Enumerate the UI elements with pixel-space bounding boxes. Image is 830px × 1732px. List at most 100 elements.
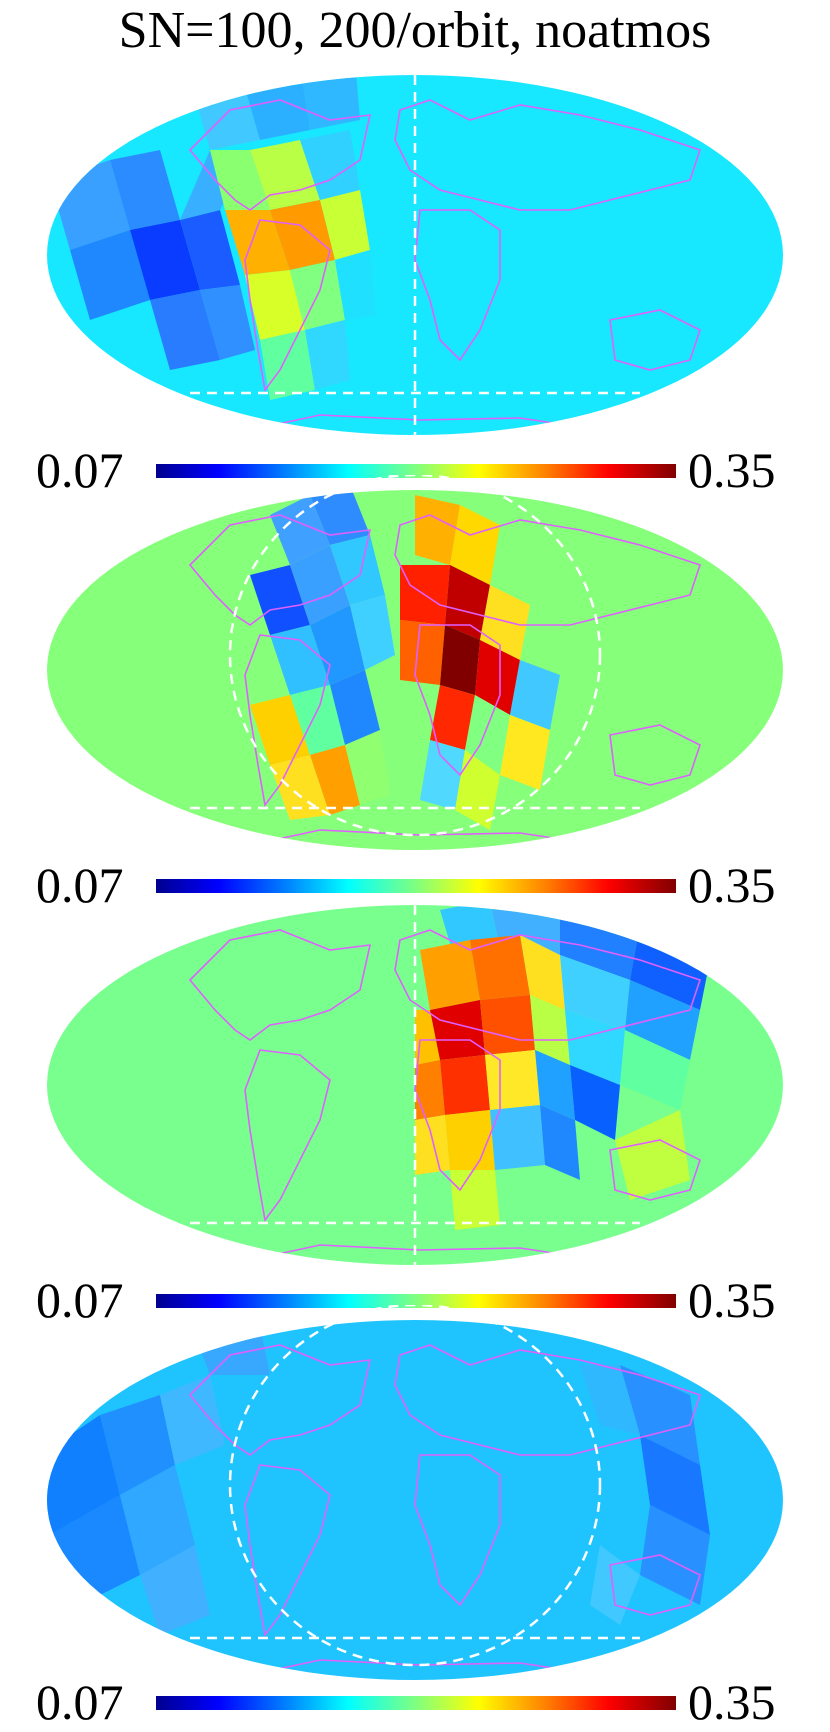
tile xyxy=(490,1105,545,1170)
mollweide-map-1 xyxy=(47,75,783,435)
colorbar-min-label: 0.07 xyxy=(36,857,124,913)
tile xyxy=(450,1170,500,1230)
tile xyxy=(475,640,520,715)
tile xyxy=(440,625,480,695)
tile xyxy=(485,1050,540,1110)
tile xyxy=(480,995,535,1055)
tile xyxy=(70,230,150,320)
tile xyxy=(250,695,310,765)
tile xyxy=(535,1050,575,1120)
tile xyxy=(415,1010,440,1065)
tile xyxy=(110,150,180,230)
tile xyxy=(320,190,370,260)
tile xyxy=(590,1545,640,1625)
tile xyxy=(160,1375,225,1465)
figure-title: SN=100, 200/orbit, noatmos xyxy=(118,2,712,59)
colorbar-min-label: 0.07 xyxy=(36,1674,124,1730)
tile xyxy=(620,1365,700,1465)
tile xyxy=(310,605,365,685)
colorbar xyxy=(156,1696,676,1710)
colorbar-row-4: 0.07 0.35 xyxy=(0,1672,830,1732)
tile xyxy=(615,1110,690,1200)
tile xyxy=(130,220,200,300)
tile xyxy=(140,1545,210,1635)
tile xyxy=(330,535,385,605)
mollweide-map-4 xyxy=(47,1305,783,1680)
tile xyxy=(415,495,460,565)
continent-outlines xyxy=(188,99,702,431)
tile xyxy=(420,940,480,1010)
colorbar-max-label: 0.35 xyxy=(688,1272,776,1328)
tile xyxy=(180,210,240,290)
tile xyxy=(330,670,380,745)
colorbar-min-label: 0.07 xyxy=(36,442,124,498)
colorbar-row-3: 0.07 0.35 xyxy=(0,1270,830,1330)
tile xyxy=(570,1065,620,1140)
colorbar-row-2: 0.07 0.35 xyxy=(0,855,830,915)
tile xyxy=(310,490,370,545)
colorbar-max-label: 0.35 xyxy=(688,1674,776,1730)
tile xyxy=(530,995,570,1065)
continent-outlines xyxy=(188,929,702,1261)
map-panel-3: 0.07 0.35 xyxy=(0,890,830,1330)
visibility-circle xyxy=(228,475,602,837)
tile xyxy=(430,1000,485,1060)
tile xyxy=(640,1505,710,1605)
tile xyxy=(540,1105,580,1180)
map-panel-4: 0.07 0.35 xyxy=(0,1305,830,1732)
tile xyxy=(150,290,220,370)
tile xyxy=(270,755,330,820)
tile xyxy=(305,320,350,390)
tile xyxy=(415,1115,450,1175)
tile xyxy=(225,210,290,275)
tile xyxy=(120,1465,195,1575)
tile xyxy=(465,695,510,775)
tile xyxy=(500,715,550,790)
tile xyxy=(300,130,360,200)
tile xyxy=(445,565,490,640)
tile xyxy=(520,935,565,1010)
visibility-circle xyxy=(228,1305,602,1667)
colorbar-max-label: 0.35 xyxy=(688,857,776,913)
tile xyxy=(335,250,375,320)
tile xyxy=(400,620,445,685)
tile xyxy=(270,495,330,565)
colorbar xyxy=(156,1294,676,1308)
tile xyxy=(620,1030,690,1110)
tile xyxy=(455,750,500,830)
tile xyxy=(450,505,500,585)
tile xyxy=(415,1060,445,1120)
tile xyxy=(430,685,475,750)
tile xyxy=(345,730,390,805)
tile xyxy=(290,685,345,755)
tile xyxy=(440,1055,490,1115)
colorbar xyxy=(156,464,676,478)
tile xyxy=(245,270,305,340)
tile xyxy=(560,955,630,1030)
tile xyxy=(480,585,530,660)
tile xyxy=(250,140,320,210)
tile xyxy=(250,565,310,635)
mollweide-map-2 xyxy=(47,475,783,850)
tile xyxy=(200,285,255,360)
tile xyxy=(580,1365,640,1435)
mollweide-map-3 xyxy=(47,905,783,1265)
tile xyxy=(270,200,335,270)
map-panel-1: 0.07 0.35 xyxy=(0,60,830,500)
colorbar xyxy=(156,879,676,893)
colorbar-row-1: 0.07 0.35 xyxy=(0,440,830,500)
tile xyxy=(350,595,395,670)
tile xyxy=(270,625,330,695)
tile xyxy=(625,980,700,1060)
tile xyxy=(260,330,315,400)
tile xyxy=(420,740,465,810)
tile xyxy=(470,935,530,1000)
tile xyxy=(510,660,560,730)
colorbar-min-label: 0.07 xyxy=(36,1272,124,1328)
tile xyxy=(310,745,360,815)
tile xyxy=(100,1395,175,1495)
map-panel-2: 0.07 0.35 xyxy=(0,475,830,915)
tile xyxy=(290,545,350,625)
colorbar-max-label: 0.35 xyxy=(688,442,776,498)
tile xyxy=(565,1010,625,1085)
